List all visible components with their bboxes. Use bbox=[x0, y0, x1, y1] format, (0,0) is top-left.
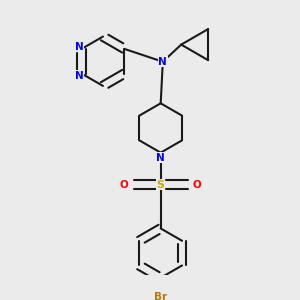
Text: O: O bbox=[120, 180, 129, 190]
Text: N: N bbox=[158, 57, 167, 67]
Text: Br: Br bbox=[154, 292, 167, 300]
Text: N: N bbox=[156, 153, 165, 163]
Text: S: S bbox=[157, 180, 165, 190]
Text: O: O bbox=[193, 180, 201, 190]
Text: N: N bbox=[75, 71, 84, 81]
Text: N: N bbox=[75, 42, 84, 52]
